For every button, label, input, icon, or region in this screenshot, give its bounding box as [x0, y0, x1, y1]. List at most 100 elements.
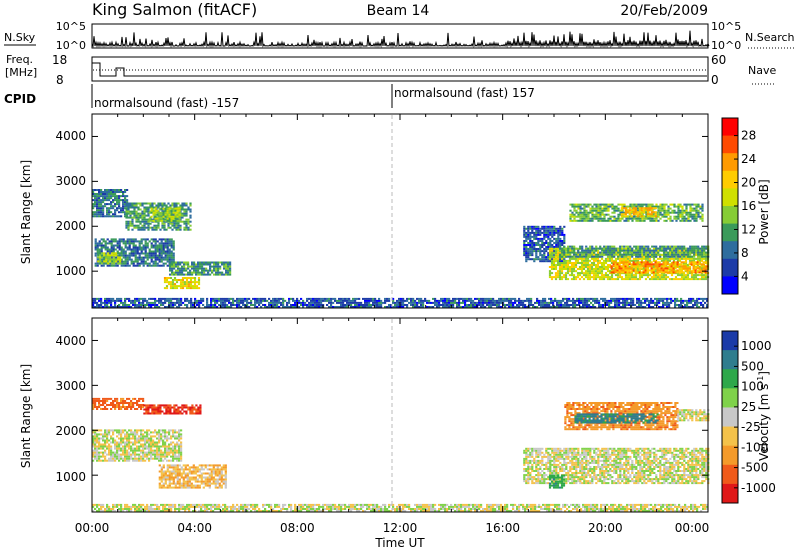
- heatmap-cell: [129, 212, 132, 215]
- heatmap-cell: [154, 258, 157, 261]
- heatmap-cell: [622, 301, 625, 304]
- heatmap-cell: [654, 301, 657, 304]
- heatmap-cell: [96, 258, 99, 261]
- heatmap-cell: [591, 249, 594, 252]
- heatmap-cell: [573, 215, 576, 218]
- heatmap-cell: [173, 277, 177, 279]
- heatmap-cell: [488, 304, 491, 306]
- heatmap-cell: [103, 254, 106, 257]
- heatmap-cell: [688, 262, 692, 264]
- heatmap-cell: [592, 276, 596, 279]
- heatmap-cell: [312, 299, 315, 302]
- heatmap-cell: [176, 211, 179, 214]
- heatmap-cell: [116, 209, 119, 212]
- heatmap-cell: [530, 301, 533, 304]
- heatmap-cell: [559, 245, 562, 248]
- heatmap-cell: [104, 248, 107, 251]
- heatmap-cell: [641, 217, 644, 220]
- heatmap-cell: [650, 299, 653, 302]
- power-cells: [92, 189, 710, 308]
- heatmap-cell: [354, 306, 357, 308]
- heatmap-cell: [113, 260, 116, 263]
- heatmap-cell: [150, 246, 153, 249]
- heatmap-cell: [96, 209, 99, 212]
- heatmap-cell: [135, 220, 138, 223]
- heatmap-cell: [109, 256, 112, 259]
- freq-right-tick-top: 60: [711, 53, 726, 67]
- heatmap-cell: [585, 205, 588, 208]
- heatmap-cell: [94, 238, 97, 241]
- heatmap-cell: [553, 242, 556, 244]
- heatmap-cell: [392, 306, 395, 308]
- heatmap-cell: [666, 267, 669, 270]
- heatmap-cell: [642, 268, 646, 270]
- heatmap-cell: [456, 297, 459, 300]
- heatmap-cell: [163, 277, 167, 279]
- heatmap-cell: [596, 259, 600, 262]
- heatmap-cell: [537, 233, 540, 236]
- heatmap-cell: [137, 220, 140, 223]
- heatmap-cell: [556, 272, 560, 275]
- heatmap-cell: [175, 222, 178, 225]
- heatmap-cell: [592, 257, 596, 260]
- heatmap-cell: [588, 274, 592, 277]
- heatmap-cell: [110, 207, 113, 210]
- heatmap-cell: [524, 299, 527, 302]
- heatmap-cell: [212, 306, 215, 308]
- heatmap-cell: [642, 207, 645, 210]
- heatmap-cell: [286, 301, 289, 304]
- heatmap-cell: [647, 255, 650, 258]
- heatmap-cell: [147, 210, 150, 213]
- heatmap-cell: [631, 203, 634, 206]
- heatmap-cell: [179, 287, 183, 290]
- heatmap-cell: [438, 304, 441, 306]
- heatmap-cell: [592, 270, 596, 273]
- heatmap-cell: [338, 306, 341, 308]
- heatmap-cell: [183, 208, 186, 211]
- heatmap-cell: [150, 219, 153, 222]
- heatmap-cell: [642, 211, 645, 214]
- heatmap-cell: [162, 264, 165, 267]
- heatmap-cell: [384, 301, 387, 304]
- heatmap-cell: [274, 299, 277, 302]
- heatmap-cell: [699, 249, 702, 252]
- heatmap-cell: [112, 215, 115, 218]
- heatmap-cell: [108, 264, 111, 267]
- heatmap-cell: [128, 299, 131, 302]
- heatmap-cell: [330, 297, 333, 300]
- heatmap-cell: [570, 278, 574, 281]
- heatmap-cell: [547, 254, 550, 257]
- heatmap-cell: [288, 299, 291, 302]
- heatmap-cell: [569, 245, 572, 248]
- heatmap-cell: [128, 306, 131, 308]
- heatmap-cell: [444, 306, 447, 308]
- heatmap-cell: [116, 250, 119, 253]
- heatmap-cell: [192, 301, 195, 304]
- heatmap-cell: [157, 216, 160, 219]
- heatmap-cell: [452, 304, 455, 306]
- heatmap-cell: [652, 306, 655, 308]
- heatmap-cell: [583, 215, 586, 218]
- heatmap-cell: [573, 213, 576, 216]
- heatmap-cell: [663, 245, 666, 248]
- heatmap-cell: [575, 219, 578, 222]
- heatmap-cell: [436, 299, 439, 302]
- heatmap-cell: [619, 203, 622, 206]
- heatmap-cell: [168, 211, 171, 214]
- heatmap-cell: [607, 247, 610, 250]
- heatmap-cell: [368, 299, 371, 302]
- heatmap-cell: [659, 253, 662, 256]
- heatmap-cell: [701, 207, 704, 210]
- heatmap-cell: [552, 247, 556, 250]
- heatmap-cell: [566, 268, 570, 270]
- heatmap-cell: [164, 240, 167, 243]
- heatmap-cell: [464, 299, 467, 302]
- heatmap-cell: [201, 263, 204, 266]
- heatmap-cell: [554, 299, 557, 302]
- heatmap-cell: [607, 217, 610, 220]
- heatmap-cell: [622, 263, 625, 266]
- heatmap-cell: [661, 203, 664, 206]
- heatmap-cell: [659, 209, 662, 212]
- heatmap-cell: [683, 255, 686, 258]
- heatmap-cell: [638, 265, 641, 268]
